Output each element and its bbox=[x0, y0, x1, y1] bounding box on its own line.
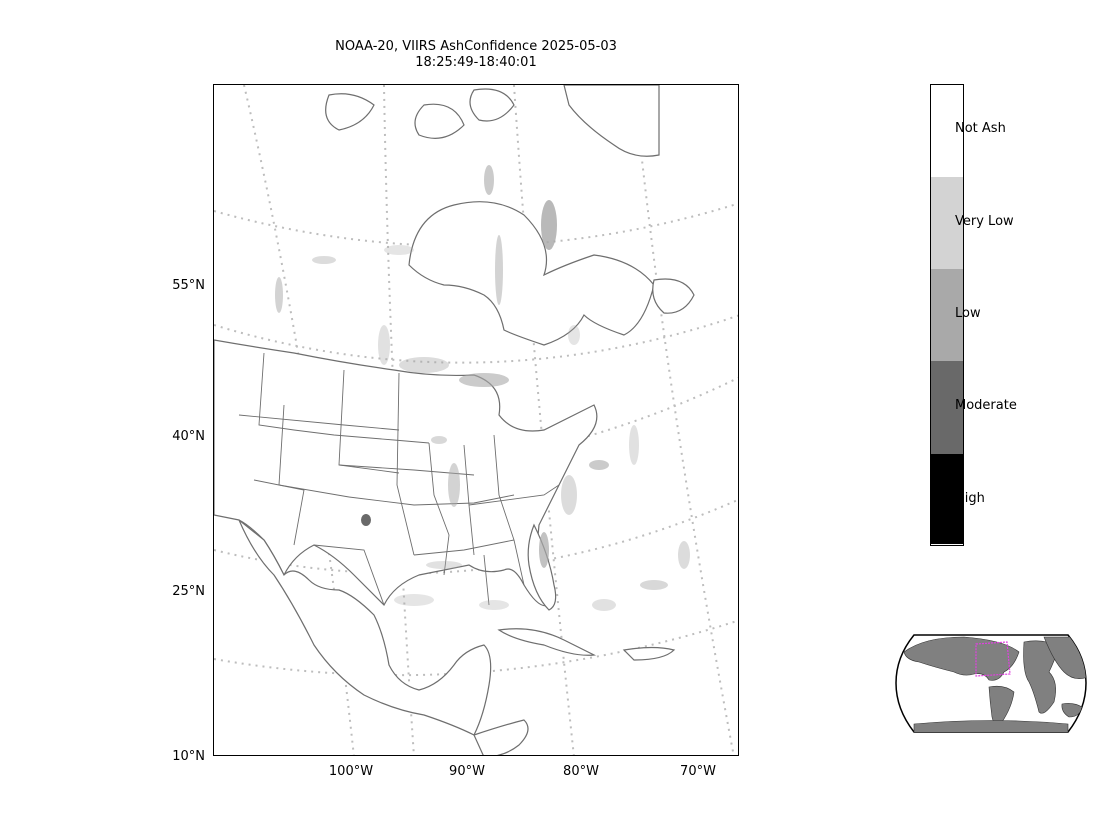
inset-land bbox=[903, 636, 1086, 732]
ash-detections bbox=[275, 165, 690, 611]
map-canvas bbox=[214, 85, 738, 755]
title-line-2: 18:25:49-18:40:01 bbox=[415, 55, 537, 70]
lat-label-10n: 10°N bbox=[172, 749, 205, 764]
lon-label-100w: 100°W bbox=[328, 764, 374, 779]
colorbar-label-low: Low bbox=[955, 306, 981, 321]
title-line-1: NOAA-20, VIIRS AshConfidence 2025-05-03 bbox=[335, 39, 617, 54]
map-title: NOAA-20, VIIRS AshConfidence 2025-05-03 … bbox=[226, 39, 726, 71]
lon-label-80w: 80°W bbox=[563, 764, 599, 779]
global-inset-map bbox=[894, 632, 1088, 734]
colorbar-segment-low bbox=[931, 269, 963, 361]
main-map bbox=[213, 84, 739, 756]
lat-label-25n: 25°N bbox=[172, 584, 205, 599]
colorbar-label-not-ash: Not Ash bbox=[955, 121, 1006, 136]
colorbar-label-very-low: Very Low bbox=[955, 214, 1014, 229]
lon-label-70w: 70°W bbox=[680, 764, 716, 779]
confidence-colorbar bbox=[930, 84, 964, 546]
colorbar-segment-moderate bbox=[931, 361, 963, 454]
lat-label-40n: 40°N bbox=[172, 429, 205, 444]
state-boundaries bbox=[238, 352, 560, 606]
colorbar-label-high: High bbox=[955, 491, 985, 506]
inset-canvas bbox=[895, 634, 1087, 733]
ash-moderate bbox=[361, 514, 371, 526]
colorbar-segment-not-ash bbox=[931, 85, 963, 177]
inset-extent-box bbox=[975, 641, 1011, 677]
coastlines bbox=[214, 85, 695, 755]
colorbar-label-moderate: Moderate bbox=[955, 398, 1017, 413]
lat-label-55n: 55°N bbox=[172, 278, 205, 293]
colorbar-segment-very-low bbox=[931, 177, 963, 269]
lon-label-90w: 90°W bbox=[449, 764, 485, 779]
colorbar-segment-high bbox=[931, 454, 963, 544]
